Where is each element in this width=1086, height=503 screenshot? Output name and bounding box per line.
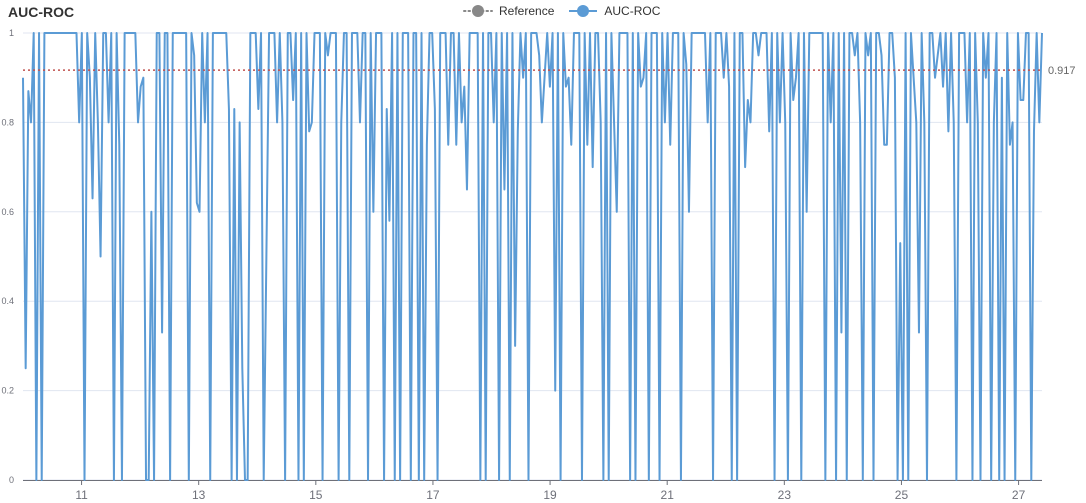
legend-item-auc-roc[interactable]: AUC-ROC (568, 4, 660, 18)
y-tick-label-3: 0.6 (1, 207, 14, 217)
legend-reference-symbol (463, 5, 493, 17)
legend-reference-label: Reference (499, 4, 555, 18)
x-tick-label-7: 25 (895, 488, 909, 502)
y-axis: 0 0.2 0.4 0.6 0.8 1 (1, 28, 14, 485)
legend-auc-roc-label: AUC-ROC (604, 4, 661, 18)
x-tick-label-0: 11 (75, 488, 88, 502)
y-tick-label-4: 0.8 (1, 117, 14, 127)
x-tick-label-3: 17 (426, 488, 440, 502)
legend: Reference AUC-ROC (463, 4, 660, 18)
grid-lines (23, 32, 1042, 481)
series-line-0 (22, 32, 1043, 481)
x-tick-label-2: 15 (309, 488, 323, 502)
series-auc-roc (22, 32, 1043, 481)
x-tick-label-1: 13 (192, 488, 206, 502)
legend-auc-roc-symbol (569, 5, 598, 17)
legend-item-reference[interactable]: Reference (463, 4, 554, 18)
x-tick-label-4: 19 (543, 488, 557, 502)
y-tick-label-2: 0.4 (1, 296, 14, 306)
chart-title: AUC-ROC (8, 4, 75, 20)
x-tick-label-6: 23 (778, 488, 792, 502)
reference-value-label: 0.917 (1048, 65, 1076, 77)
x-tick-label-8: 27 (1012, 488, 1026, 502)
y-tick-label-0: 0 (9, 475, 14, 485)
x-axis: 11 13 15 17 19 21 23 25 27 (23, 480, 1042, 502)
x-tick-label-5: 21 (661, 488, 675, 502)
reference-line-group: 0.917 (23, 65, 1076, 77)
y-tick-label-1: 0.2 (1, 386, 14, 396)
y-tick-label-5: 1 (9, 28, 14, 38)
